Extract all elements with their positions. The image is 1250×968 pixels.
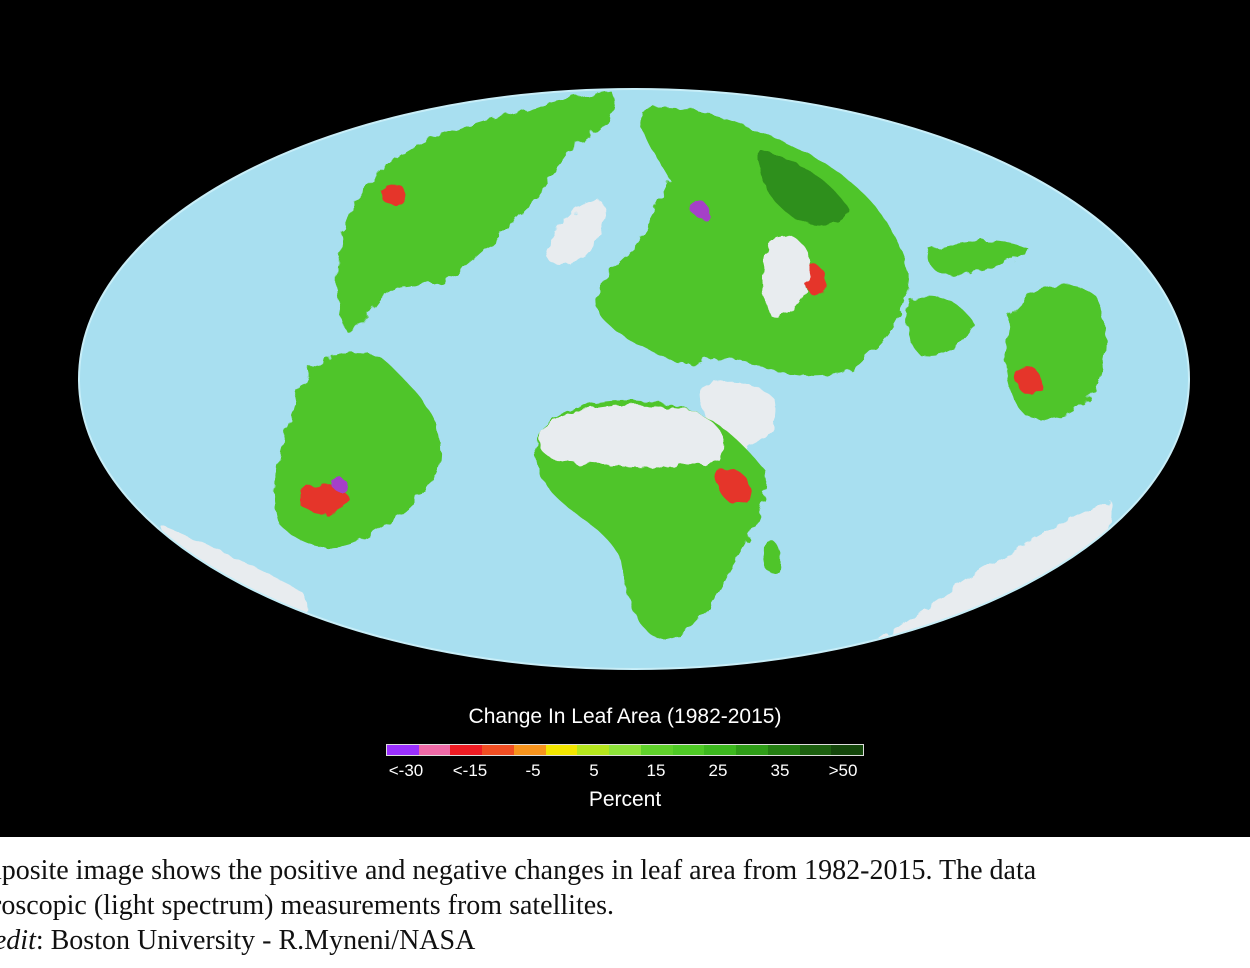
color-scale-tick-label: 5 [589,761,599,780]
africa-decline [715,468,751,504]
antarctica-east [880,500,1112,660]
color-scale-tick-label: 15 [646,761,666,780]
color-scale-swatch [450,745,483,755]
credit-label: redit [0,925,36,956]
asia-ice [762,236,810,316]
color-scale-swatch [767,745,800,755]
indonesia [928,240,1030,275]
southeast-asia [906,296,975,356]
eurasia-dense [759,150,850,226]
color-scale-swatch [672,745,705,755]
color-scale-tick-label: -5 [525,761,541,780]
color-scale-swatch [609,745,641,755]
color-scale-swatch [577,745,610,755]
map-title: Change In Leaf Area (1982-2015) [468,705,782,728]
caption-line-2: roscopic (light spectrum) measurements f… [0,890,615,921]
color-scale-tick-label: <-30 [388,761,424,780]
australia-decline [1015,366,1041,395]
eurasia [597,108,910,377]
color-scale-swatch [736,745,768,755]
map-figure: Change In Leaf Area (1982-2015) <-30 <-15… [0,0,1250,837]
color-scale-swatch [704,745,737,755]
caption-credit: redit: Boston University - R.Myneni/NASA [0,923,1234,958]
color-scale-swatch [513,745,546,755]
greenland [545,200,605,265]
south-america-severe [333,478,347,492]
color-scale-tick-label: >50 [828,761,858,780]
color-scale-bar [386,744,864,756]
color-scale-swatch [640,745,673,755]
color-scale-unit: Percent [588,788,662,811]
color-scale-swatch [545,745,578,755]
caption-line-1: mposite image shows the positive and neg… [0,855,1037,886]
color-scale-tick-label: 35 [770,761,790,780]
color-scale-tick-label: <-15 [452,761,488,780]
figure-caption: mposite image shows the positive and neg… [0,853,1250,968]
madagascar [764,539,780,574]
color-scale-swatch [387,745,419,755]
south-america-decline [300,484,350,514]
credit-text: : Boston University - R.Myneni/NASA [35,925,476,956]
world-map [78,88,1190,670]
north-america [336,90,615,331]
color-scale-swatch [418,745,451,755]
color-scale-tick-label: 25 [708,761,728,780]
color-scale-swatch [482,745,514,755]
scandinavia-severe [690,200,709,218]
color-scale-swatch [799,745,832,755]
color-scale-swatch [831,745,864,755]
sahara [538,405,724,466]
color-scale-ticks: <-30 <-15 -5 5 15 25 35 >50 [376,761,874,785]
north-america-decline [380,184,406,206]
